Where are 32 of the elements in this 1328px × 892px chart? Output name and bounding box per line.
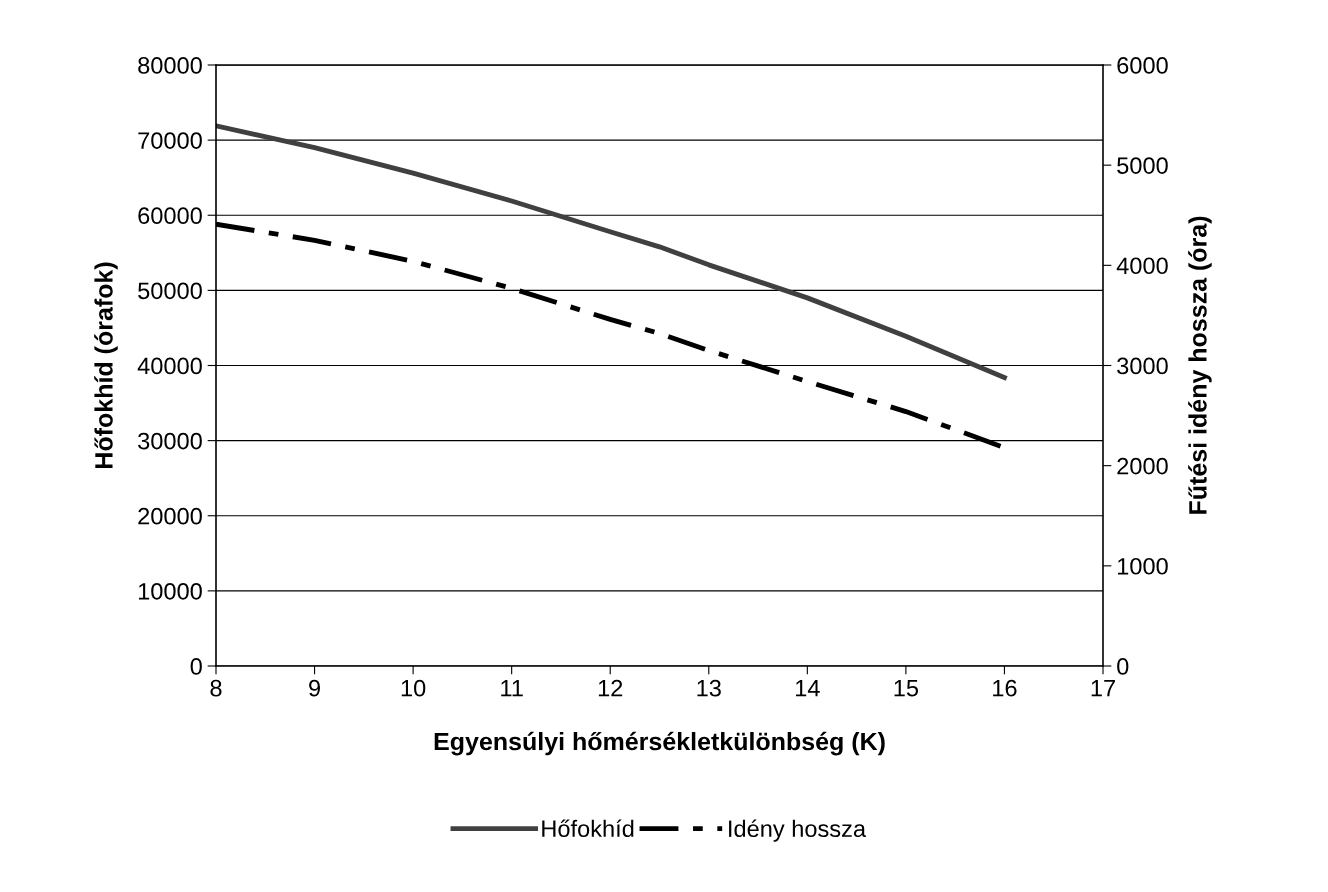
y2-tick-label: 4000 xyxy=(1116,257,1168,275)
x-tick-label: 13 xyxy=(697,679,721,697)
x-tick-label: 16 xyxy=(993,679,1017,697)
y2-axis-title: Fűtési idény hossza (óra) xyxy=(1188,216,1212,514)
y-tick-label: 50000 xyxy=(138,282,202,300)
x-tick-label: 17 xyxy=(1091,680,1115,697)
x-tick-label: 8 xyxy=(210,679,222,697)
y-tick-label: 40000 xyxy=(137,357,202,375)
y-tick-label: 70000 xyxy=(138,132,202,149)
x-tick-label: 14 xyxy=(796,680,820,697)
y-tick-label: 20000 xyxy=(138,507,202,525)
y-tick-label: 80000 xyxy=(138,57,202,74)
y-tick-label: 0 xyxy=(190,658,202,675)
line-series xyxy=(216,123,1007,380)
x-tick-label: 9 xyxy=(309,679,320,697)
x-axis-title: Egyensúlyi hőmérsékletkülönbség (K) xyxy=(434,731,885,756)
x-tick-label: 10 xyxy=(401,679,426,697)
y2-tick-label: 6000 xyxy=(1117,57,1168,74)
x-tick-label: 12 xyxy=(598,679,623,697)
legend-label: Hőfokhíd xyxy=(542,819,634,838)
x-tick-label: 11 xyxy=(501,680,523,697)
y-axis-title: Hőfokhíd (órafok) xyxy=(94,262,118,468)
y2-tick-label: 0 xyxy=(1117,658,1129,675)
y2-tick-label: 1000 xyxy=(1117,557,1168,575)
y-tick-label: 10000 xyxy=(138,582,202,600)
y-tick-label: 30000 xyxy=(138,432,202,450)
y2-tick-label: 5000 xyxy=(1117,157,1168,174)
y2-tick-label: 3000 xyxy=(1117,357,1168,375)
y2-tick-label: 2000 xyxy=(1117,457,1168,475)
legend-label: Idény hossza xyxy=(729,819,867,842)
y-tick-label: 60000 xyxy=(138,207,202,225)
x-tick-label: 15 xyxy=(894,680,919,697)
